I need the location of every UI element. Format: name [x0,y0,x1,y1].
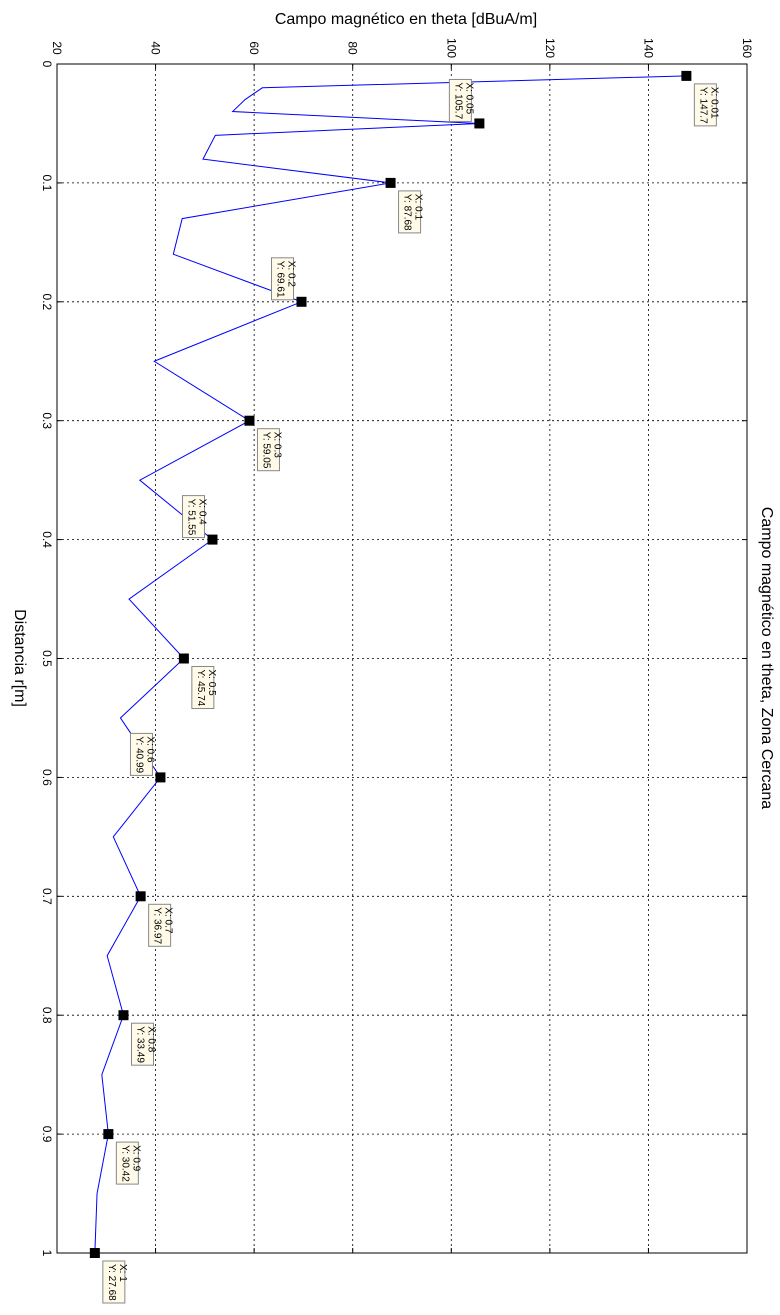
data-tip: X: 0.5Y: 45.74 [191,666,217,709]
data-tip: X: 0.4Y: 51.55 [181,495,207,539]
data-tip: X: 0.05Y: 105.7 [448,78,474,122]
data-tip-box [256,428,280,472]
x-tick-label: 0.5 [40,650,54,667]
data-marker[interactable] [135,891,146,902]
marker-layer: X: 0.01Y: 147.7 X: 0.05Y: 105.7 X: 0.1Y: 8… [89,70,719,1304]
data-tip-box [148,903,172,947]
data-tip-y: Y: 27.68 [106,1264,117,1301]
data-tip: X: 0.9Y: 30.42 [115,1141,141,1185]
data-tip-x: X: 0.05 [463,82,474,114]
data-tip-x: X: 1 [117,1264,128,1282]
data-marker[interactable] [681,70,692,81]
data-marker[interactable] [244,415,255,426]
data-marker[interactable] [103,1129,114,1140]
data-tip-box [271,257,295,301]
data-marker[interactable] [89,1248,100,1258]
data-tip: X: 0.8Y: 33.49 [130,1022,156,1066]
data-tip: X: 0.2Y: 69.61 [271,257,297,301]
data-tip-x: X: 0.6 [144,736,155,763]
x-tick-label: 0 [40,61,54,68]
x-tick-label: 0.7 [40,888,54,905]
x-tick-label: 0.6 [40,769,54,786]
data-tip-y: Y: 30.42 [119,1145,130,1182]
data-tip-box [130,1022,154,1066]
y-axis-label: Campo magnético en theta [dBuA/m] [275,11,537,28]
data-tip-box [448,78,472,122]
x-axis-label: Distancia r[m] [11,609,28,707]
grid-layer [57,64,747,1253]
data-marker[interactable] [155,772,166,783]
data-tip-x: X: 0.3 [271,432,282,459]
data-tip-y: Y: 40.99 [133,736,144,773]
chart-title: Campo magnético en theta, Zona Cercana [758,507,775,810]
data-tip-y: Y: 87.68 [402,194,413,231]
data-tip-x: X: 0.8 [145,1026,156,1053]
data-marker[interactable] [118,1010,129,1021]
data-tip-x: X: 0.4 [196,499,207,526]
y-tick-label: 60 [247,41,261,55]
data-marker[interactable] [385,177,396,188]
series-line [94,75,687,1254]
data-tip-y: Y: 51.55 [185,499,196,536]
data-tip-y: Y: 147.7 [697,87,708,124]
data-tip-box [398,190,422,234]
data-tip-y: Y: 36.97 [152,907,163,944]
data-tip-box [693,83,717,127]
data-marker[interactable] [207,534,218,545]
x-tick-label: 0.4 [40,531,54,548]
x-tick-label: 0.1 [40,175,54,192]
y-tick-label: 20 [50,41,64,55]
y-tick-label: 160 [740,38,754,58]
data-tip-x: X: 0.2 [286,261,297,288]
y-tick-label: 100 [444,38,458,58]
data-tip-box [115,1141,139,1185]
data-tip-box [191,666,215,709]
data-tip-x: X: 0.5 [206,670,217,697]
x-tick-label: 0.3 [40,412,54,429]
data-tip-box [181,495,205,539]
x-tick-label: 1 [40,1250,54,1257]
data-tip: X: 0.7Y: 36.97 [148,903,174,947]
data-tip-x: X: 0.1 [413,194,424,221]
x-tick-label: 0.9 [40,1126,54,1143]
y-tick-label: 80 [346,41,360,55]
data-tip-box [129,732,153,776]
y-tick-label: 40 [149,41,163,55]
data-tip-x: X: 0.01 [708,87,719,119]
data-tip-y: Y: 69.61 [275,261,286,298]
data-tip-box [102,1260,126,1304]
y-tick-label: 140 [641,38,655,58]
data-tip: X: 0.1Y: 87.68 [398,190,424,234]
x-tick-label: 0.8 [40,1007,54,1024]
data-tip: X: 1Y: 27.68 [102,1260,128,1304]
data-tip: X: 0.3Y: 59.05 [256,428,282,472]
data-tip-x: X: 0.7 [163,907,174,934]
y-tick-label: 120 [543,38,557,58]
data-tip-x: X: 0.9 [130,1145,141,1172]
data-tip-y: Y: 45.74 [195,670,206,707]
x-tick-label: 0.2 [40,293,54,310]
data-tip: X: 0.6Y: 40.99 [129,732,155,776]
data-tip-y: Y: 59.05 [260,432,271,469]
data-tip-y: Y: 105.7 [452,82,463,119]
data-tip-y: Y: 33.49 [134,1026,145,1063]
data-marker[interactable] [178,653,189,664]
data-marker[interactable] [296,296,307,307]
data-tip: X: 0.01Y: 147.7 [693,83,719,127]
data-marker[interactable] [474,118,485,129]
